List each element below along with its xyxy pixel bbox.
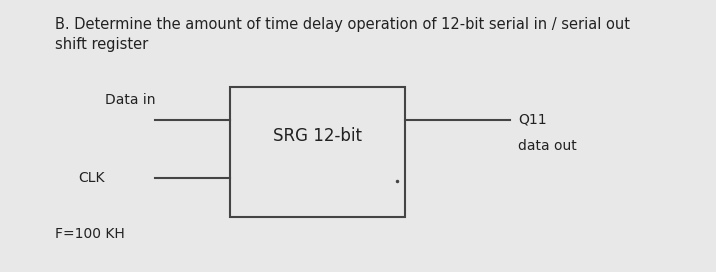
Text: shift register: shift register [55, 37, 148, 52]
Text: data out: data out [518, 140, 577, 153]
Bar [230, 87, 405, 217]
Text: B. Determine the amount of time delay operation of 12-bit serial in / serial out: B. Determine the amount of time delay op… [55, 17, 630, 32]
Text: SRG 12-bit: SRG 12-bit [273, 127, 362, 146]
Text: Data in: Data in [105, 92, 155, 107]
Text: Q11: Q11 [518, 113, 546, 126]
Text: F=100 KH: F=100 KH [55, 227, 125, 241]
Text: CLK: CLK [78, 171, 105, 185]
